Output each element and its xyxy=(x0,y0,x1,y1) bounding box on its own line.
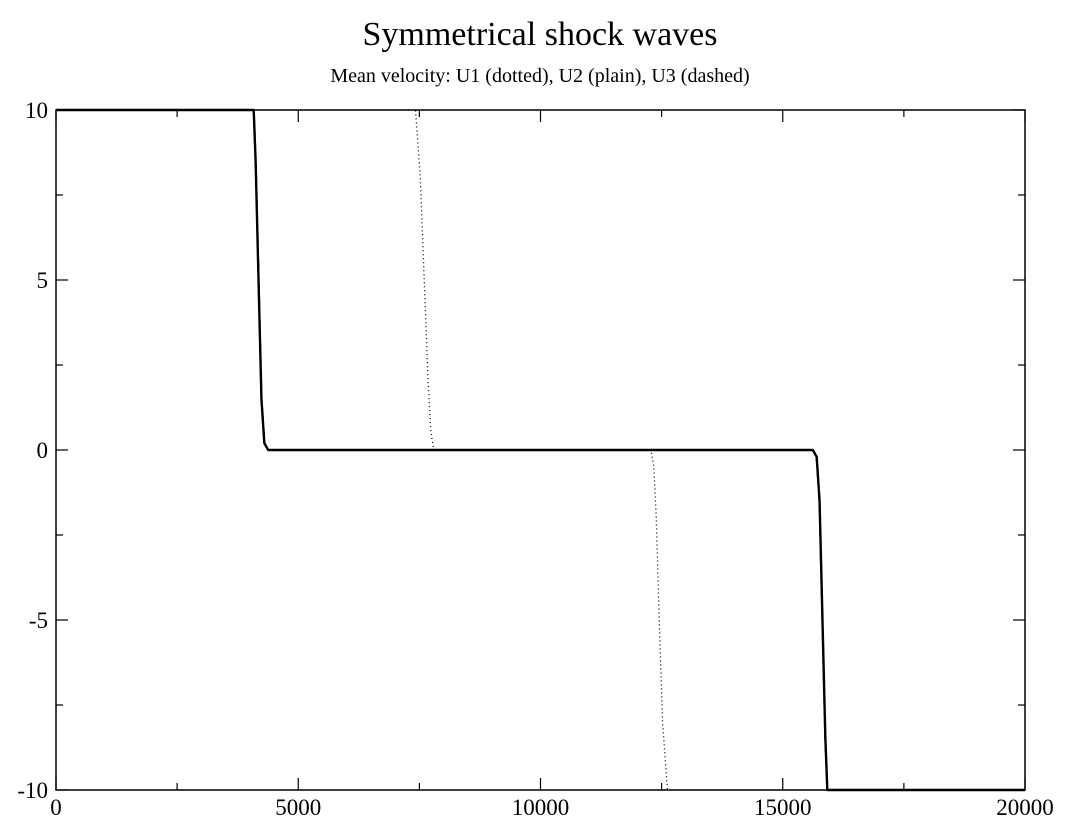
y-tick-label: 5 xyxy=(37,268,49,293)
x-tick-label: 15000 xyxy=(754,795,812,820)
chart-title: Symmetrical shock waves xyxy=(362,16,717,53)
series-line-u2 xyxy=(56,108,1025,792)
x-tick-label: 5000 xyxy=(275,795,321,820)
tick-labels: 0 5000 10000 15000 20000 -10 -5 0 5 10 xyxy=(17,98,1053,820)
chart-subtitle: Mean velocity: U1 (dotted), U2 (plain), … xyxy=(330,65,749,87)
series-line-u1 xyxy=(56,109,1025,791)
series-line-u3 xyxy=(56,109,1025,791)
x-tick-label: 20000 xyxy=(996,795,1054,820)
x-tick-label: 0 xyxy=(50,795,62,820)
plot-frame xyxy=(55,109,1026,791)
y-tick-label: 0 xyxy=(37,438,49,463)
y-tick-label: 10 xyxy=(25,98,48,123)
x-tick-label: 10000 xyxy=(512,795,570,820)
y-tick-label: -5 xyxy=(29,608,48,633)
y-tick-label: -10 xyxy=(17,778,48,803)
plot-series xyxy=(56,108,1025,792)
